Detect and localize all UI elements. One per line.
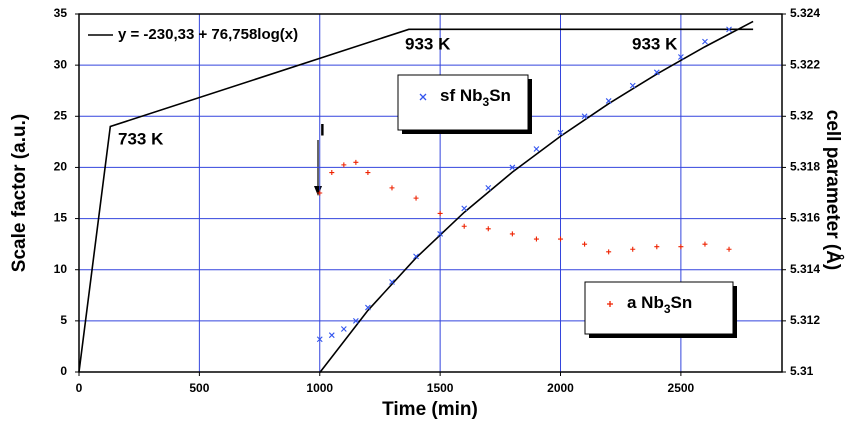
point <box>582 241 588 247</box>
point <box>702 38 708 45</box>
y2-tick-label: 5.314 <box>790 262 820 276</box>
y-tick-label: 25 <box>54 108 68 122</box>
plot-frame <box>78 13 783 373</box>
y-tick-label: 20 <box>54 160 68 174</box>
point <box>630 246 636 252</box>
annotation: 733 K <box>118 129 164 148</box>
point <box>581 113 588 120</box>
series-line <box>78 28 754 373</box>
legend-label: a Nb3Sn <box>627 293 692 316</box>
point <box>437 210 443 216</box>
legend-item: y = -230,33 + 76,758log(x) <box>88 26 298 43</box>
point <box>533 146 540 152</box>
point <box>316 336 323 343</box>
y-tick-label: 0 <box>60 364 67 378</box>
legend-box <box>584 281 734 335</box>
y2-tick-label: 5.32 <box>790 108 814 122</box>
point <box>341 162 347 168</box>
point <box>654 244 660 250</box>
point <box>413 253 419 260</box>
point <box>328 332 335 339</box>
point <box>509 231 515 237</box>
point <box>317 190 323 196</box>
point <box>678 244 684 250</box>
point <box>557 129 564 136</box>
point <box>702 241 708 247</box>
point <box>329 170 335 176</box>
point <box>461 223 467 229</box>
annotation: I <box>320 120 325 139</box>
point <box>726 26 732 33</box>
x-axis-title: Time (min) <box>382 399 478 420</box>
legend-item: sf Nb3Sn <box>397 74 532 134</box>
y2-tick-label: 5.324 <box>790 6 820 20</box>
point <box>461 205 468 212</box>
legend-marker <box>419 93 427 101</box>
point <box>389 185 395 191</box>
y2-tick-label: 5.316 <box>790 211 820 225</box>
point <box>533 236 539 242</box>
y-tick-label: 30 <box>54 57 68 71</box>
point <box>340 326 347 332</box>
point <box>629 82 636 89</box>
x-tick-label: 2000 <box>547 381 574 395</box>
y-tick-label: 5 <box>60 313 67 327</box>
annotation: 933 K <box>405 34 451 53</box>
legend-box <box>397 74 529 131</box>
point <box>352 317 359 324</box>
y-tick-label: 35 <box>54 6 68 20</box>
point <box>677 54 684 60</box>
y2-tick-label: 5.312 <box>790 313 820 327</box>
point <box>413 195 419 201</box>
point <box>353 159 359 165</box>
y2-tick-label: 5.31 <box>790 364 814 378</box>
y-axis-title: Scale factor (a.u.) <box>9 114 30 272</box>
point <box>365 170 371 176</box>
point <box>437 231 444 237</box>
series-line <box>319 20 754 374</box>
point <box>509 164 516 171</box>
y2-tick-label: 5.318 <box>790 160 820 174</box>
point <box>389 279 395 285</box>
arrow-head <box>314 186 322 196</box>
point <box>485 184 492 191</box>
point <box>365 304 371 311</box>
legend-marker <box>607 301 613 307</box>
x-tick-label: 1500 <box>427 381 454 395</box>
point <box>605 98 612 104</box>
y-tick-label: 15 <box>54 211 68 225</box>
x-tick-label: 2500 <box>668 381 695 395</box>
y2-axis-title: cell parameter (Å) <box>822 110 843 271</box>
point <box>558 236 564 242</box>
legend-item: a Nb3Sn <box>584 281 737 338</box>
x-tick-label: 1000 <box>306 381 333 395</box>
point <box>485 226 491 232</box>
point <box>726 246 732 252</box>
legend-label: y = -230,33 + 76,758log(x) <box>118 26 298 43</box>
y-tick-label: 10 <box>54 262 68 276</box>
annotation: 933 K <box>632 34 678 53</box>
y2-tick-label: 5.322 <box>790 57 820 71</box>
legend-label: sf Nb3Sn <box>440 86 511 109</box>
point <box>606 249 612 255</box>
x-tick-label: 0 <box>76 381 83 395</box>
x-tick-label: 500 <box>189 381 209 395</box>
point <box>653 69 660 76</box>
